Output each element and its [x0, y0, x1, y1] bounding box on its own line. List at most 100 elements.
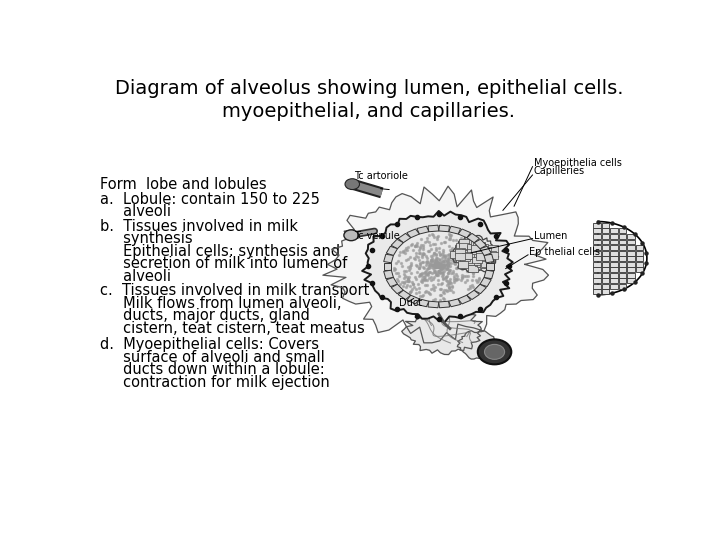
Bar [618, 228, 626, 233]
Text: b.  Tissues involved in milk: b. Tissues involved in milk [100, 219, 298, 234]
Polygon shape [428, 301, 438, 308]
Polygon shape [480, 246, 491, 255]
Bar [471, 245, 481, 252]
Bar [484, 255, 494, 262]
Bar [602, 228, 609, 233]
Polygon shape [480, 278, 491, 287]
Bar [464, 255, 474, 262]
Text: Form  lobe and lobules: Form lobe and lobules [100, 177, 266, 192]
Text: Ep thelial cells: Ep thelial cells [529, 247, 600, 257]
Text: Tc artoriole: Tc artoriole [354, 171, 408, 181]
Bar [627, 262, 635, 267]
Bar [593, 262, 601, 267]
Bar [463, 251, 473, 257]
Bar [474, 259, 485, 265]
Bar [467, 248, 477, 255]
Bar [455, 249, 465, 255]
Bar [482, 252, 492, 259]
Bar [475, 243, 485, 249]
Bar [611, 284, 618, 289]
Bar [618, 278, 626, 283]
Bar [636, 245, 643, 250]
Bar [618, 256, 626, 261]
Polygon shape [323, 186, 549, 343]
Polygon shape [384, 270, 393, 279]
Bar [474, 252, 485, 258]
Polygon shape [386, 246, 397, 255]
Bar [593, 278, 601, 283]
Bar [611, 256, 618, 261]
Bar [455, 253, 465, 260]
Bar [611, 240, 618, 245]
Bar [602, 289, 609, 294]
Bar [479, 249, 489, 256]
Bar [611, 245, 618, 250]
Bar [471, 241, 481, 248]
Bar [472, 249, 482, 256]
Bar [593, 223, 601, 228]
Polygon shape [484, 254, 494, 263]
Bar [611, 262, 618, 267]
Polygon shape [398, 290, 411, 300]
Polygon shape [407, 229, 420, 238]
Bar [476, 253, 486, 260]
Text: Diagram of alveolus showing lumen, epithelial cells.: Diagram of alveolus showing lumen, epith… [114, 79, 624, 98]
Bar [467, 245, 477, 251]
Bar [476, 251, 486, 258]
Bar [462, 248, 472, 255]
Text: synthesis: synthesis [100, 231, 193, 246]
Bar [470, 251, 480, 258]
Bar [477, 261, 487, 267]
Bar [473, 254, 483, 260]
Polygon shape [391, 239, 403, 249]
Bar [602, 256, 609, 261]
Bar [602, 278, 609, 283]
Bar [480, 261, 490, 268]
Bar [462, 256, 472, 262]
Bar [593, 273, 601, 278]
Polygon shape [417, 299, 429, 307]
Text: contraction for milk ejection: contraction for milk ejection [100, 375, 330, 389]
Text: c.  Tissues involved in milk transport: c. Tissues involved in milk transport [100, 283, 369, 298]
Polygon shape [391, 284, 403, 294]
Bar [479, 250, 489, 256]
Bar [593, 289, 601, 294]
Bar [602, 273, 609, 278]
Text: Tc venule: Tc venule [354, 231, 400, 241]
Bar [459, 253, 469, 259]
Bar [459, 239, 469, 246]
Bar [627, 273, 635, 278]
Polygon shape [362, 211, 513, 322]
Bar [593, 234, 601, 239]
Bar [611, 273, 618, 278]
Circle shape [485, 345, 505, 359]
Bar [481, 247, 491, 254]
Text: Myoepithelia cells: Myoepithelia cells [534, 158, 621, 168]
Bar [471, 249, 481, 255]
Bar [618, 262, 626, 267]
Bar [474, 248, 485, 254]
Polygon shape [438, 225, 449, 232]
Text: a.  Lobule: contain 150 to 225: a. Lobule: contain 150 to 225 [100, 192, 320, 207]
Bar [593, 251, 601, 255]
Bar [636, 251, 643, 255]
Text: surface of alveoli and small: surface of alveoli and small [100, 349, 325, 364]
Text: Milk flows from lumen alveoli,: Milk flows from lumen alveoli, [100, 295, 341, 310]
Bar [477, 257, 487, 264]
Bar [488, 245, 498, 252]
Text: Capilleries: Capilleries [534, 166, 585, 176]
Bar [627, 245, 635, 250]
Polygon shape [449, 226, 461, 234]
Bar [478, 247, 488, 254]
Bar [470, 252, 480, 258]
Bar [467, 246, 477, 252]
Bar [602, 234, 609, 239]
Bar [473, 251, 483, 257]
Bar [470, 251, 480, 258]
Bar [459, 254, 469, 261]
Bar [486, 251, 496, 257]
Bar [627, 256, 635, 261]
Polygon shape [428, 225, 438, 232]
Text: Duct: Duct [399, 298, 422, 308]
Polygon shape [457, 330, 498, 359]
